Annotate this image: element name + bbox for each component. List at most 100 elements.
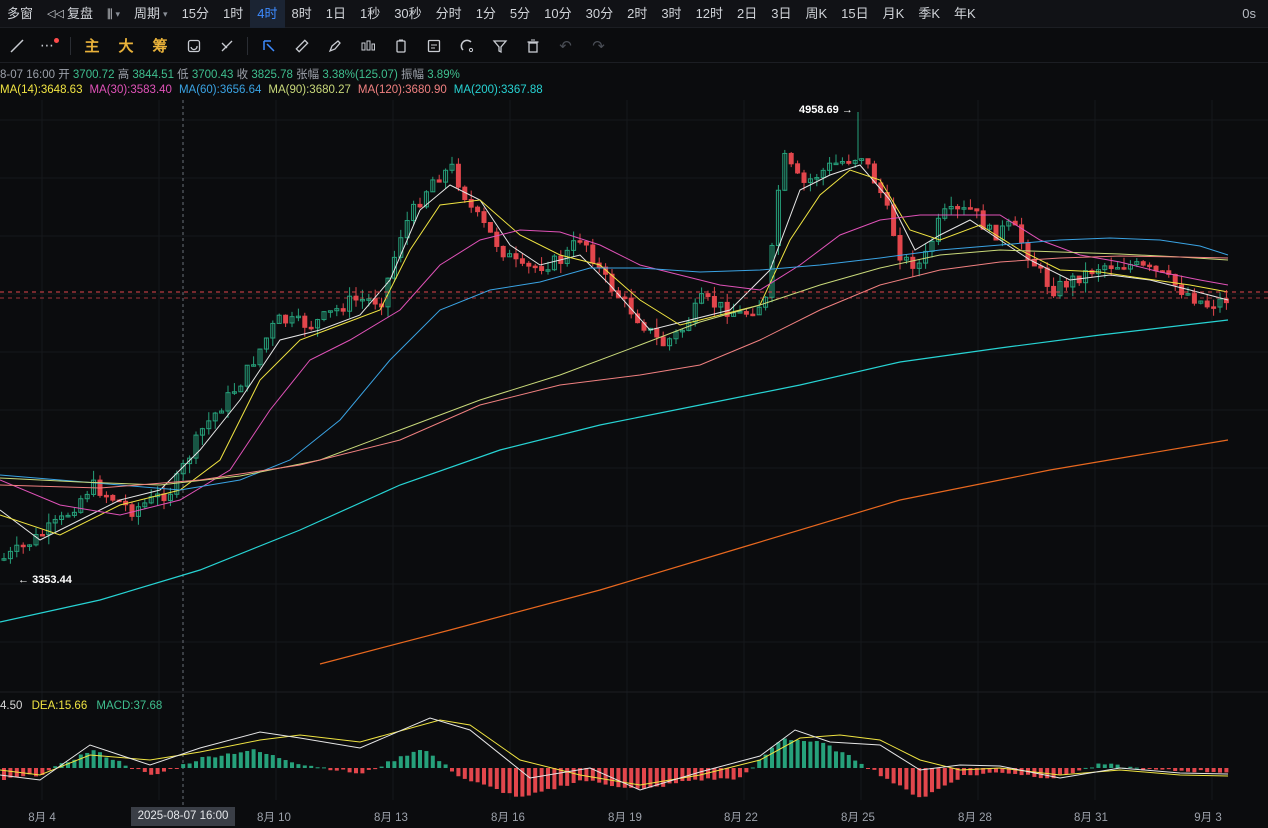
period-option[interactable]: 月K [882, 5, 905, 21]
macd-bar [616, 768, 621, 788]
period-option[interactable]: 10分 [544, 5, 572, 21]
redo-button[interactable]: ↷ [582, 31, 615, 61]
macd-bar [347, 768, 352, 773]
timer-tool[interactable] [384, 31, 417, 61]
ma-line-30 [0, 214, 1229, 516]
more-tools-button[interactable]: ⋯ [33, 31, 66, 61]
candle-body [628, 297, 634, 315]
period-option[interactable]: 30分 [585, 5, 614, 21]
period-option[interactable]: 8时 [291, 5, 312, 21]
period-menu-button[interactable]: 周期 ▾ [127, 0, 175, 28]
ruler-tool[interactable] [285, 31, 318, 61]
period-option[interactable]: 季K [918, 5, 940, 21]
undo-icon: ↶ [559, 37, 572, 55]
candle-body [737, 311, 743, 314]
macd-bar [1218, 768, 1222, 773]
change-label: 张幅 [296, 69, 320, 81]
candle-body [897, 235, 903, 261]
candle-body [590, 244, 596, 264]
candle-body [14, 544, 20, 552]
candle-body [833, 162, 839, 166]
macd-bar [1147, 768, 1152, 769]
period-option[interactable]: 5分 [509, 5, 531, 21]
candle-body [942, 208, 948, 219]
period-bar: 多窗 ◁◁ 复盘 ⫼ ▾ 周期 ▾ 15分 1时 4时 8时 1日 1秒 30秒 分时 1分 5分 10分… [0, 0, 1268, 28]
macd-bar [104, 757, 109, 768]
period-option[interactable]: 分时 [435, 5, 462, 21]
candle-body [910, 256, 916, 269]
macd-bar [174, 768, 179, 769]
macd-bar [117, 760, 122, 768]
period-option[interactable]: 15日 [841, 5, 869, 21]
macd-bar [744, 768, 749, 773]
filter-tool[interactable] [483, 31, 516, 61]
macd-bar [142, 768, 147, 772]
magnet-tool[interactable] [450, 31, 483, 61]
candle-body [59, 515, 65, 520]
macd-bar [2, 768, 6, 781]
note-tool[interactable] [417, 31, 450, 61]
macd-bar [725, 768, 730, 779]
period-option[interactable]: 3日 [771, 5, 792, 21]
multi-window-button[interactable]: 多窗 [0, 0, 40, 28]
candle-body [468, 199, 474, 208]
macd-bar [386, 761, 390, 768]
chip-distribution-button[interactable]: 筹 [152, 38, 168, 55]
ma-line-200 [0, 319, 1229, 623]
trend-line-tool[interactable] [0, 31, 33, 61]
macd-dif-line [0, 717, 1229, 791]
change-value: 3.38%(125.07) [322, 69, 398, 81]
period-option[interactable]: 1时 [223, 5, 244, 21]
candle-body [449, 163, 455, 171]
price-chart[interactable] [0, 0, 1268, 805]
macd-bar [674, 768, 678, 784]
period-option[interactable]: 2时 [627, 5, 648, 21]
period-option[interactable]: 1分 [475, 5, 496, 21]
macd-bar [834, 751, 838, 768]
chart-type-button[interactable]: ⫼ ▾ [100, 0, 127, 28]
macd-bar [302, 765, 307, 768]
candle-body [1083, 270, 1089, 284]
candle-body [583, 241, 589, 246]
macd-bar [533, 768, 538, 793]
macd-bar [277, 758, 282, 768]
macd-bar [136, 768, 141, 770]
candle-body [161, 493, 167, 502]
period-option[interactable]: 1日 [325, 5, 346, 21]
period-option[interactable]: 1秒 [359, 5, 381, 21]
select-tool[interactable] [252, 31, 285, 61]
period-option[interactable]: 2日 [737, 5, 758, 21]
ma-legend-item: MA(30):3583.40 [89, 84, 172, 96]
period-option[interactable]: 3时 [661, 5, 682, 21]
period-option[interactable]: 30秒 [394, 5, 422, 21]
chevron-down-icon: ▾ [115, 8, 121, 19]
main-indicator-button[interactable]: 主 [84, 38, 100, 55]
period-option[interactable]: 12时 [695, 5, 724, 21]
pen-tool[interactable] [318, 31, 351, 61]
candle-body [193, 434, 199, 459]
candle-body [315, 319, 321, 329]
open-label: 开 [58, 69, 70, 81]
brush-tool[interactable] [210, 31, 243, 61]
redo-icon: ↷ [592, 37, 605, 55]
macd-dea-value: DEA:15.66 [31, 700, 88, 712]
refresh-tool[interactable] [177, 31, 210, 61]
macd-bar [962, 768, 966, 775]
replay-button[interactable]: ◁◁ 复盘 [40, 0, 100, 28]
macd-bar [1109, 763, 1114, 768]
undo-button[interactable]: ↶ [549, 31, 582, 61]
candle-body [571, 240, 577, 251]
delete-tool[interactable] [516, 31, 549, 61]
candle-tool[interactable] [351, 31, 384, 61]
candle-body [475, 206, 481, 213]
period-option[interactable]: 15分 [181, 5, 210, 21]
candle-body [903, 256, 909, 261]
period-option[interactable]: 4时 [250, 0, 285, 28]
big-order-button[interactable]: 大 [118, 38, 134, 55]
period-option[interactable]: 周K [805, 5, 828, 21]
macd-bar [443, 764, 448, 768]
macd-bar [930, 768, 934, 793]
macd-bar [680, 768, 685, 782]
candle-body [724, 301, 730, 317]
period-option[interactable]: 年K [953, 5, 976, 21]
